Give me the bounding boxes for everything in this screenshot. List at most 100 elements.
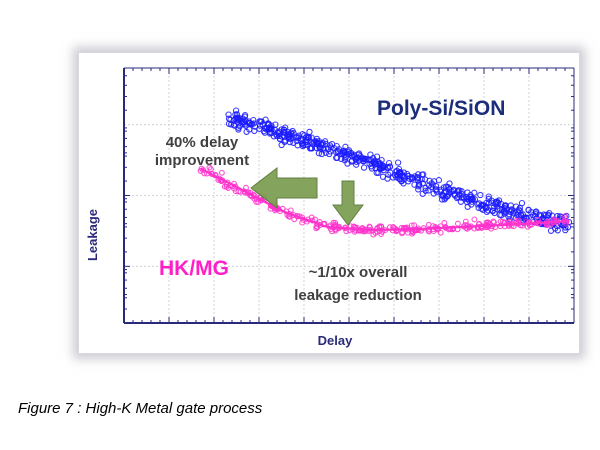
poly-si-point: [394, 159, 402, 166]
hkmg-point: [437, 229, 444, 236]
hkmg-point: [206, 164, 213, 171]
x-axis-title: Delay: [318, 333, 353, 348]
hkmg-point: [414, 227, 421, 234]
poly-si-point: [489, 208, 496, 215]
poly-si-point: [419, 190, 426, 197]
hkmg-point: [243, 184, 249, 191]
series-label-poly-si: Poly-Si/SiON: [377, 97, 505, 120]
hkmg-point: [314, 224, 321, 231]
hkmg-point: [330, 219, 337, 226]
poly-si-point: [433, 186, 440, 193]
poly-si-point: [286, 138, 294, 146]
poly-si-point: [514, 208, 521, 215]
poly-si-point: [278, 141, 285, 149]
poly-si-point: [518, 199, 526, 207]
axes: [123, 67, 575, 324]
poly-si-point: [251, 123, 259, 130]
poly-si-point: [438, 196, 446, 203]
poly-si-point: [458, 194, 465, 201]
trend-lines: [199, 167, 570, 232]
poly-si-point: [461, 195, 468, 202]
poly-si-point: [290, 130, 297, 137]
leakage-reduction-label-line1: ~1/10x overall: [309, 264, 408, 281]
hkmg-trend-line: [199, 167, 570, 232]
poly-si-point: [418, 171, 426, 178]
poly-si-point: [477, 191, 484, 199]
hkmg-point: [370, 231, 377, 238]
poly-si-point: [394, 171, 401, 178]
poly-si-point: [435, 177, 443, 184]
poly-si-point: [284, 133, 292, 141]
leakage-reduction-arrow: [332, 180, 364, 226]
figure-caption: Figure 7 : High-K Metal gate process: [18, 400, 263, 417]
poly-si-point: [496, 211, 503, 219]
poly-si-point: [308, 145, 315, 152]
figure-frame: Leakage Delay Poly-Si/SiON HK/MG 40% del…: [78, 52, 580, 354]
hkmg-point: [221, 183, 228, 190]
hkmg-point: [329, 228, 335, 235]
poly-si-point: [368, 165, 376, 172]
hkmg-point: [497, 218, 504, 225]
y-axis-title: Leakage: [85, 209, 100, 261]
poly-si-point: [225, 115, 233, 122]
hkmg-point: [218, 169, 225, 176]
poly-si-point: [282, 124, 289, 131]
poly-si-point: [231, 122, 238, 129]
poly-si-point: [266, 125, 274, 132]
poly-si-point: [342, 155, 349, 162]
hkmg-point: [454, 220, 461, 227]
poly-si-point: [307, 138, 314, 146]
poly-si-point: [454, 188, 461, 195]
poly-si-point: [316, 143, 323, 151]
poly-si-point: [333, 154, 340, 162]
poly-si-point: [235, 126, 242, 133]
poly-si-point: [348, 157, 356, 164]
poly-si-point: [415, 180, 423, 187]
poly-si-point: [347, 149, 355, 157]
poly-si-point: [386, 163, 394, 170]
poly-si-point: [376, 161, 383, 168]
poly-si-point: [342, 143, 349, 150]
poly-si-point: [357, 153, 364, 160]
poly-si-point: [485, 199, 493, 206]
poly-si-point: [545, 211, 552, 218]
poly-si-point: [501, 205, 508, 212]
poly-si-point: [395, 175, 403, 182]
poly-si-point: [234, 116, 241, 123]
poly-si-point: [551, 225, 559, 232]
poly-si-point: [318, 150, 325, 158]
poly-si-point: [457, 198, 465, 205]
poly-si-point: [425, 182, 433, 189]
poly-si-point: [354, 154, 361, 161]
poly-si-point: [322, 149, 330, 156]
hkmg-point: [408, 222, 415, 229]
poly-si-point: [280, 132, 288, 139]
hkmg-point: [198, 165, 205, 172]
poly-si-point: [299, 142, 306, 150]
poly-si-point: [471, 189, 478, 196]
poly-si-point: [464, 189, 471, 196]
poly-si-point: [468, 198, 476, 205]
hkmg-point: [253, 198, 260, 205]
poly-si-point: [300, 141, 307, 149]
poly-si-point: [409, 174, 416, 182]
poly-si-point: [415, 171, 422, 178]
poly-si-point: [501, 208, 508, 215]
poly-si-point: [522, 214, 529, 222]
poly-si-point: [387, 169, 394, 176]
poly-si-point: [540, 211, 548, 218]
poly-si-point: [276, 132, 283, 140]
poly-si-point: [304, 138, 311, 146]
poly-si-point: [385, 159, 393, 167]
poly-si-point: [227, 116, 234, 123]
poly-si-point: [293, 133, 301, 140]
poly-si-point: [328, 140, 336, 148]
delay-improvement-label-line2: improvement: [155, 152, 249, 169]
chart: Leakage Delay Poly-Si/SiON HK/MG 40% del…: [85, 67, 575, 348]
delay-improvement-arrow: [250, 166, 318, 210]
poly-si-point: [441, 196, 448, 203]
hkmg-point: [291, 216, 298, 223]
hkmg-point: [471, 216, 478, 223]
poly-si-point: [339, 148, 346, 155]
poly-si-point: [540, 214, 547, 222]
